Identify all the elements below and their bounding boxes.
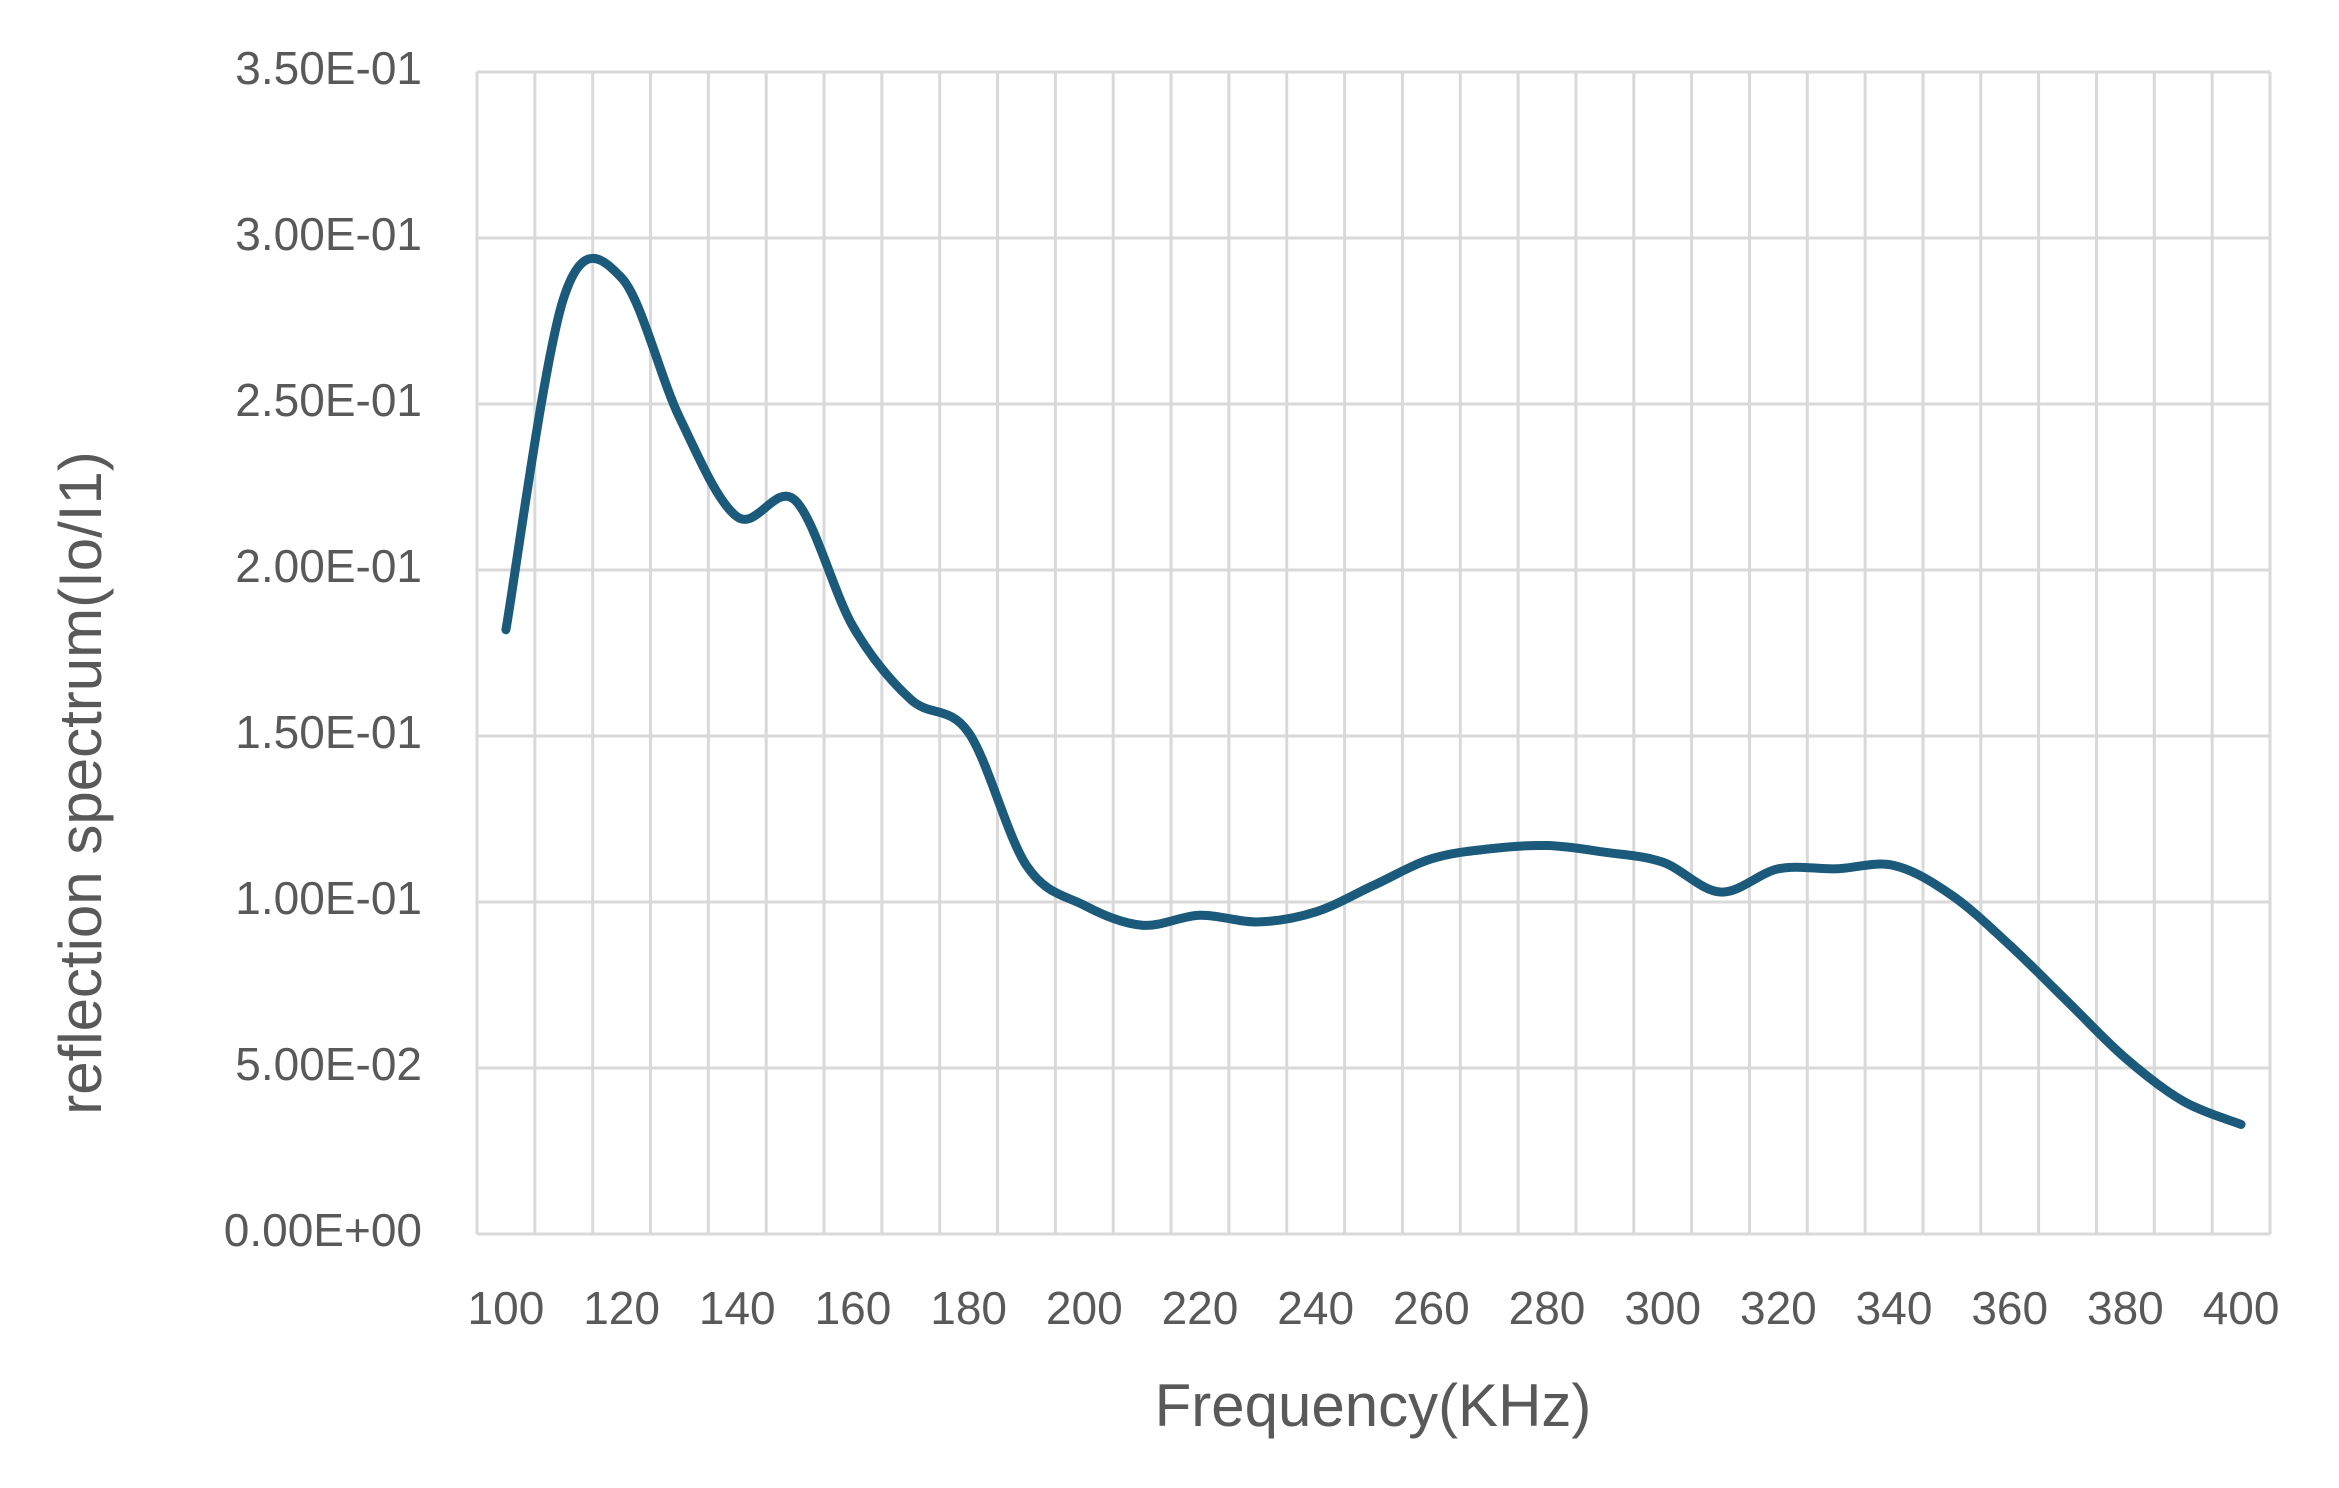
y-tick-label: 2.50E-01 bbox=[235, 374, 422, 426]
data-line bbox=[501, 254, 2246, 1129]
x-tick-label: 400 bbox=[2203, 1282, 2280, 1334]
x-tick-label: 260 bbox=[1393, 1282, 1470, 1334]
x-tick-label: 180 bbox=[930, 1282, 1007, 1334]
x-tick-label: 300 bbox=[1624, 1282, 1701, 1334]
x-axis-title: Frequency(KHz) bbox=[1155, 1372, 1592, 1439]
x-tick-label: 320 bbox=[1740, 1282, 1817, 1334]
x-tick-label: 140 bbox=[699, 1282, 776, 1334]
x-tick-label: 160 bbox=[815, 1282, 892, 1334]
x-tick-label: 280 bbox=[1509, 1282, 1586, 1334]
x-tick-label: 340 bbox=[1856, 1282, 1933, 1334]
y-tick-label: 0.00E+00 bbox=[224, 1204, 422, 1256]
y-tick-label: 3.00E-01 bbox=[235, 208, 422, 260]
y-tick-label: 2.00E-01 bbox=[235, 540, 422, 592]
x-tick-label: 240 bbox=[1277, 1282, 1354, 1334]
x-tick-label: 100 bbox=[468, 1282, 545, 1334]
y-tick-label: 5.00E-02 bbox=[235, 1038, 422, 1090]
x-tick-label: 380 bbox=[2087, 1282, 2164, 1334]
x-tick-label: 200 bbox=[1046, 1282, 1123, 1334]
y-tick-label: 1.00E-01 bbox=[235, 872, 422, 924]
y-axis-title: reflection spectrum(Io/I1) bbox=[47, 451, 114, 1115]
x-tick-label: 360 bbox=[1971, 1282, 2048, 1334]
x-tick-label: 120 bbox=[583, 1282, 660, 1334]
x-tick-label: 220 bbox=[1162, 1282, 1239, 1334]
y-tick-label: 1.50E-01 bbox=[235, 706, 422, 758]
y-tick-label: 3.50E-01 bbox=[235, 42, 422, 94]
